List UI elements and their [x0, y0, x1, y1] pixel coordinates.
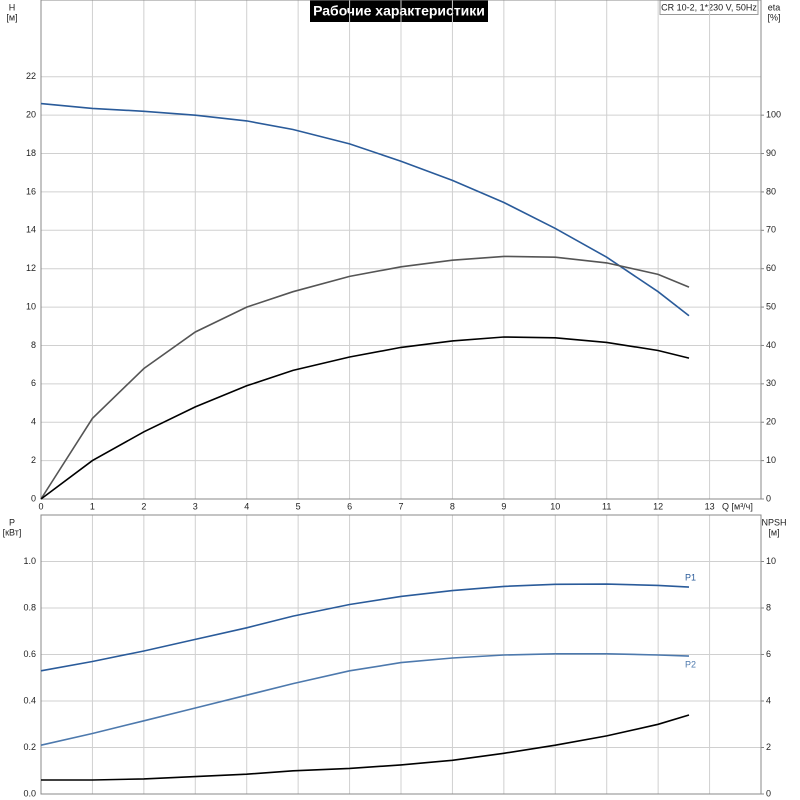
series-label: P2: [685, 660, 696, 670]
title-box: [310, 0, 488, 22]
y-tick-label: 8: [31, 340, 36, 350]
plot-frame: [40, 514, 762, 795]
series-label: P1: [685, 572, 696, 582]
x-tick-label: 1: [90, 501, 95, 511]
x-tick-label: 13: [705, 501, 715, 511]
x-tick-label: 3: [193, 501, 198, 511]
y2-tick-label: 0: [766, 788, 771, 798]
curve: [41, 714, 690, 781]
y2-tick-label: 2: [766, 742, 771, 752]
y-tick-label: 16: [26, 186, 36, 196]
y-axis-unit: [кВт]: [3, 527, 22, 537]
y2-tick-label: 10: [766, 455, 776, 465]
y2-tick-label: 80: [766, 186, 776, 196]
y-tick-label: 0.8: [23, 602, 36, 612]
y2-tick-label: 90: [766, 148, 776, 158]
y-axis-label: P: [9, 517, 15, 527]
y-tick-label: 22: [26, 71, 36, 81]
y-tick-label: 6: [31, 378, 36, 388]
x-axis-label: Q [м³/ч]: [722, 501, 753, 511]
y-tick-label: 20: [26, 110, 36, 120]
y2-axis-unit: [%]: [767, 12, 780, 22]
y2-tick-label: 6: [766, 649, 771, 659]
y-tick-label: 0.0: [23, 788, 36, 798]
y2-tick-label: 30: [766, 378, 776, 388]
y2-axis-label: NPSH: [761, 517, 786, 527]
y2-tick-label: 60: [766, 263, 776, 273]
y2-tick-label: 8: [766, 602, 771, 612]
y-tick-label: 10: [26, 301, 36, 311]
x-tick-label: 6: [347, 501, 352, 511]
x-tick-label: 0: [38, 501, 43, 511]
x-tick-label: 8: [450, 501, 455, 511]
curve: [40, 653, 690, 746]
curve: [40, 336, 690, 500]
x-tick-label: 7: [398, 501, 403, 511]
x-tick-label: 9: [501, 501, 506, 511]
curve: [40, 583, 690, 672]
y-tick-label: 2: [31, 455, 36, 465]
x-tick-label: 2: [141, 501, 146, 511]
y-tick-label: 14: [26, 225, 36, 235]
y2-tick-label: 4: [766, 695, 771, 705]
plot-frame: [40, 0, 762, 500]
y-axis-label: H: [9, 2, 16, 12]
y2-tick-label: 100: [766, 110, 781, 120]
x-tick-label: 5: [296, 501, 301, 511]
chart-title: Рабочие характеристики: [313, 3, 485, 19]
y2-tick-label: 70: [766, 225, 776, 235]
y-axis-unit: [м]: [6, 12, 17, 22]
y-tick-label: 0: [31, 493, 36, 503]
y2-tick-label: 50: [766, 301, 776, 311]
y-tick-label: 18: [26, 148, 36, 158]
curve: [40, 102, 690, 317]
y2-tick-label: 40: [766, 340, 776, 350]
y-tick-label: 1.0: [23, 556, 36, 566]
x-tick-label: 11: [602, 501, 611, 511]
y2-axis-label: eta: [768, 2, 781, 12]
y2-tick-label: 0: [766, 493, 771, 503]
x-tick-label: 12: [653, 501, 663, 511]
y2-axis-unit: [м]: [768, 527, 779, 537]
y-tick-label: 4: [31, 417, 36, 427]
y-tick-label: 12: [26, 263, 36, 273]
y2-tick-label: 10: [766, 556, 776, 566]
y-tick-label: 0.6: [23, 649, 36, 659]
y-tick-label: 0.2: [23, 742, 36, 752]
y-tick-label: 0.4: [23, 695, 36, 705]
x-tick-label: 4: [244, 501, 249, 511]
x-tick-label: 10: [550, 501, 560, 511]
y2-tick-label: 20: [766, 417, 776, 427]
curve: [40, 255, 690, 500]
